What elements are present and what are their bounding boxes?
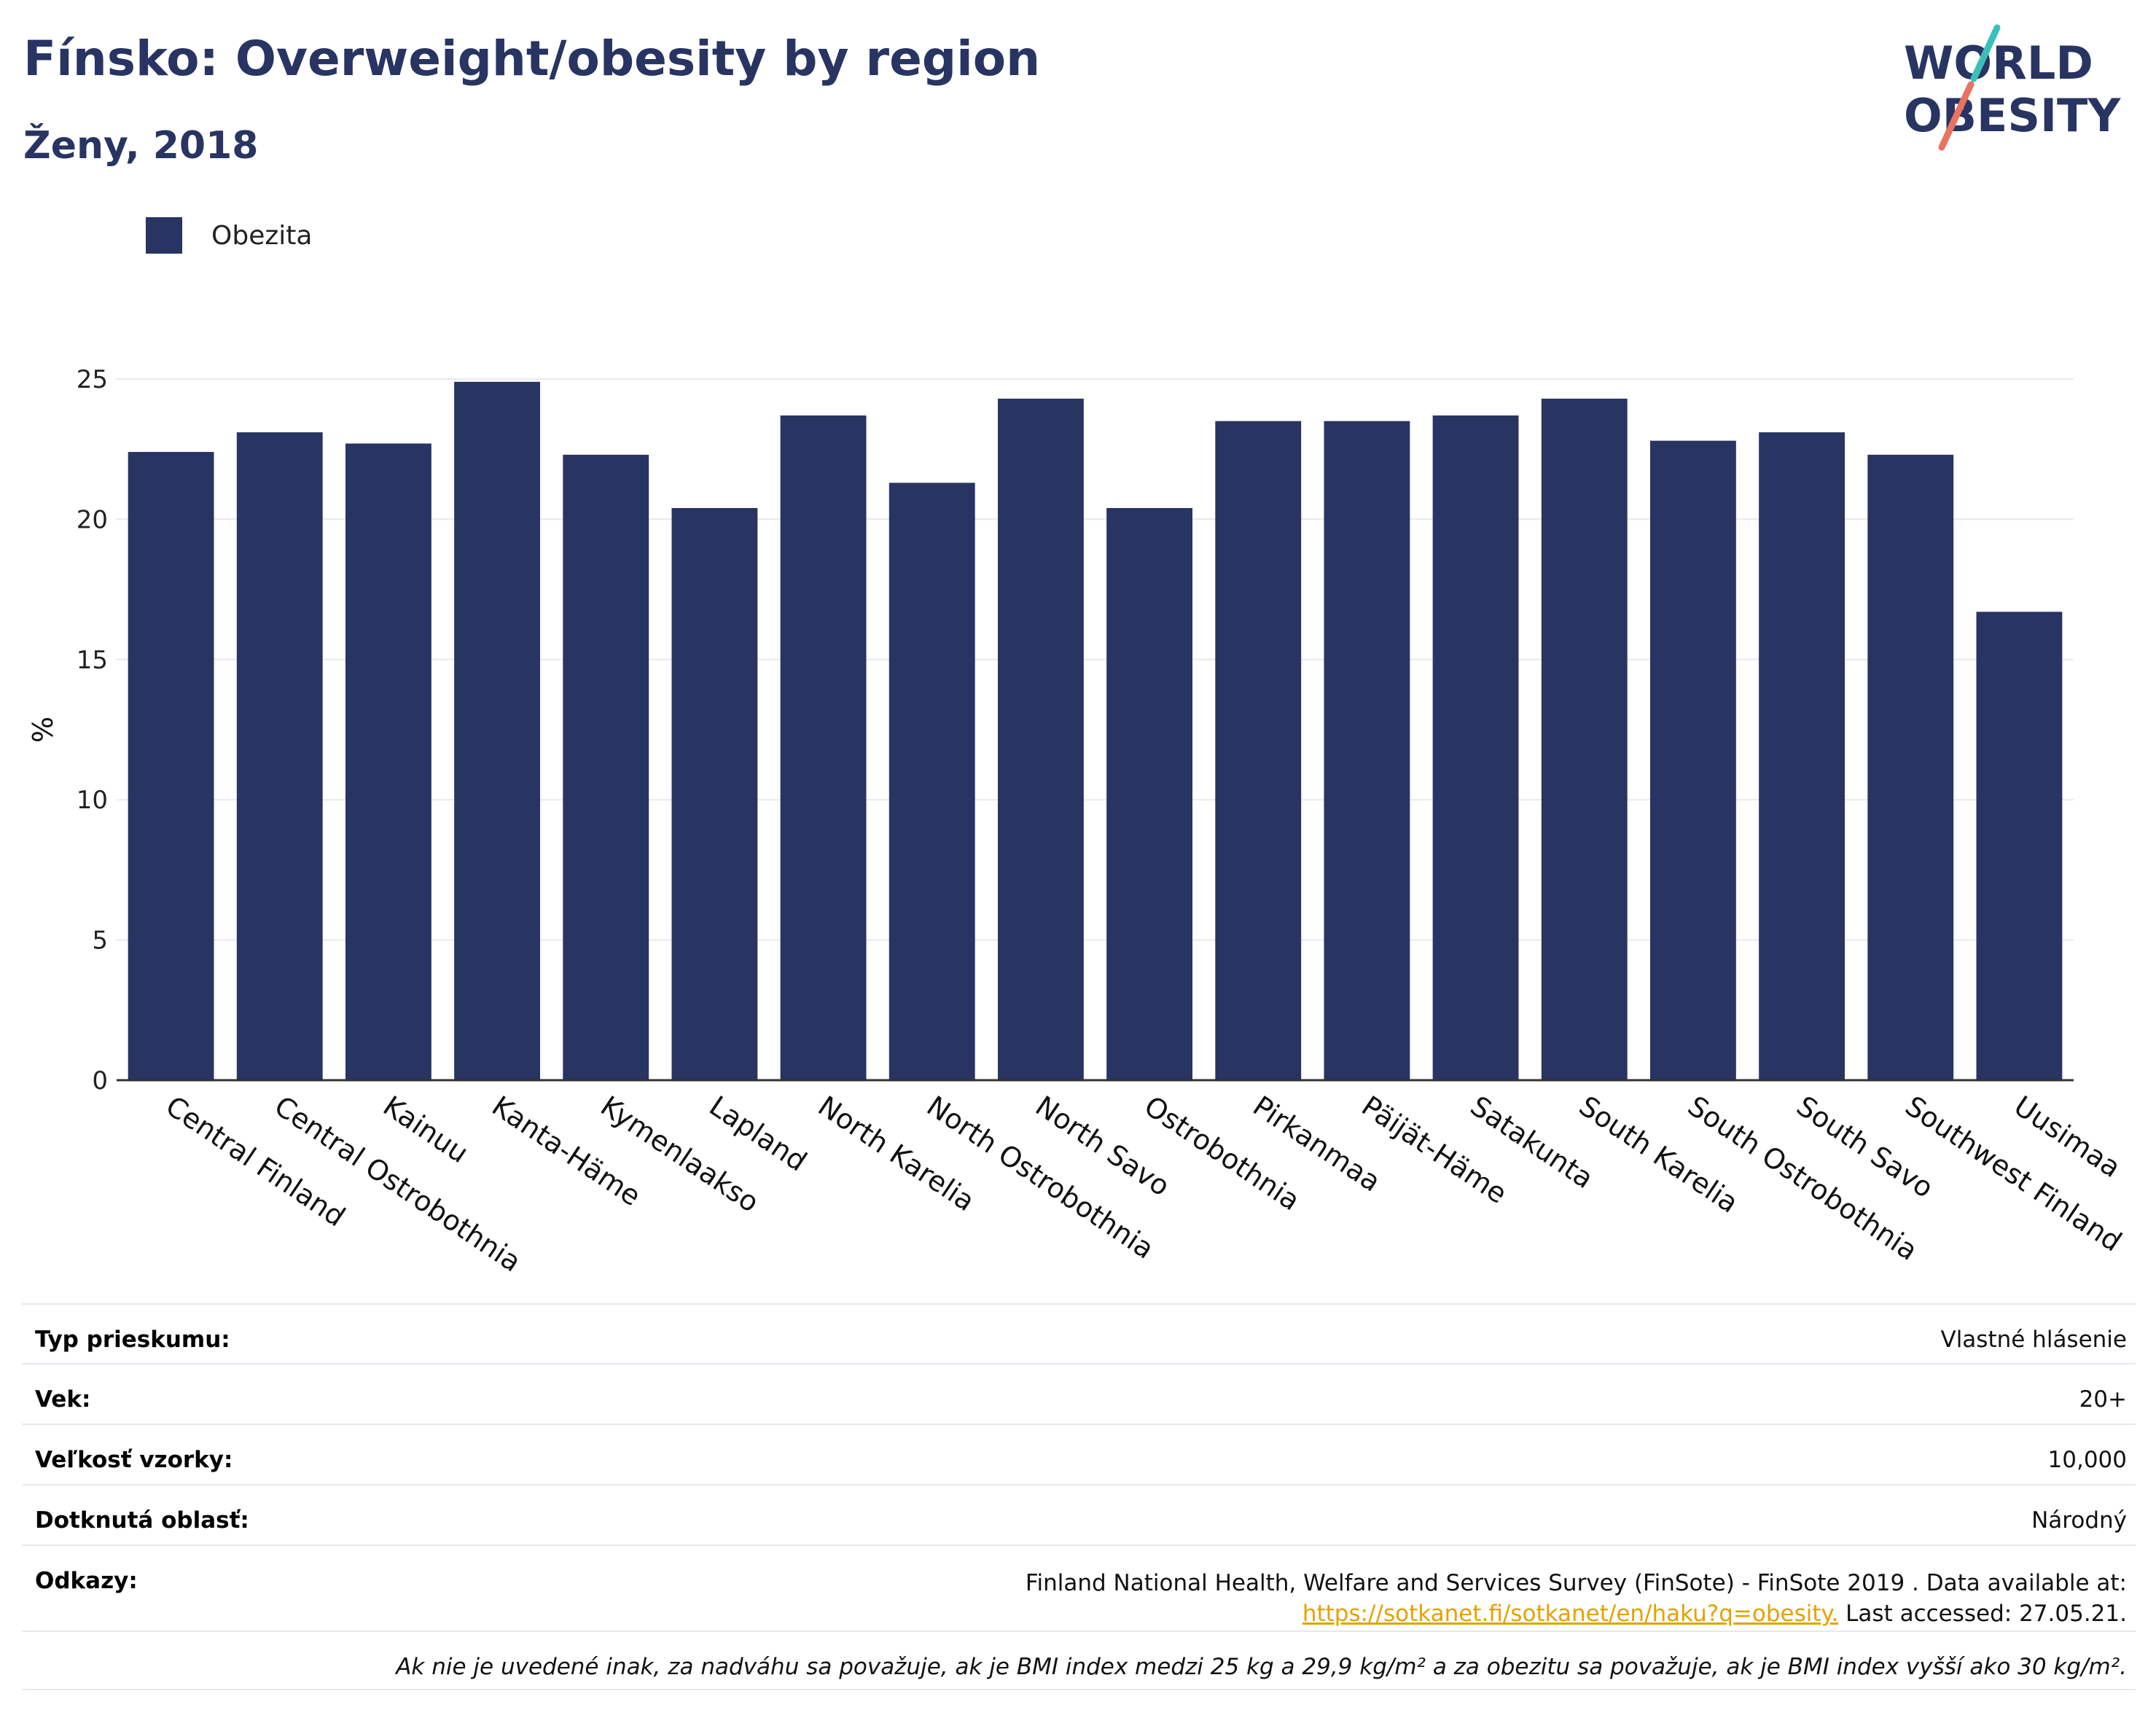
bar bbox=[1215, 421, 1302, 1080]
bar bbox=[1324, 421, 1410, 1080]
age-label: Vek: bbox=[35, 1386, 91, 1413]
x-tick-label: Kainuu bbox=[378, 1090, 474, 1169]
legend-swatch bbox=[146, 217, 182, 254]
slash-logo-icon-lower bbox=[1938, 81, 1975, 151]
area-label: Dotknutá oblasť: bbox=[35, 1507, 249, 1534]
bar bbox=[1976, 612, 2063, 1080]
y-tick-label: 5 bbox=[92, 926, 108, 956]
bar bbox=[671, 508, 758, 1080]
bar bbox=[1106, 508, 1193, 1080]
bar bbox=[128, 452, 214, 1080]
legend-label: Obezita bbox=[211, 220, 313, 251]
info-row-sample-size: Veľkosť vzorky: 10,000 bbox=[22, 1423, 2136, 1484]
page-title: Fínsko: Overweight/obesity by region bbox=[23, 31, 1041, 87]
world-obesity-logo: WORLD OBESITY bbox=[1904, 24, 2121, 151]
bar bbox=[1759, 432, 1846, 1080]
age-value: 20+ bbox=[2079, 1386, 2127, 1413]
references-accessed: Last accessed: 27.05.21. bbox=[1838, 1601, 2127, 1627]
y-tick-label: 0 bbox=[92, 1066, 108, 1096]
logo-line2: OBESITY bbox=[1904, 89, 2121, 142]
bmi-footnote: Ak nie je uvedené inak, za nadváhu sa po… bbox=[396, 1654, 2127, 1680]
bar bbox=[1867, 454, 1954, 1080]
info-table: Typ prieskumu: Vlastné hlásenie Vek: 20+… bbox=[22, 1303, 2136, 1690]
x-tick-label: Central Finland bbox=[160, 1090, 351, 1233]
y-axis-title: % bbox=[27, 716, 59, 743]
y-tick-label: 15 bbox=[77, 646, 108, 675]
bar bbox=[888, 483, 975, 1080]
bar bbox=[563, 454, 649, 1080]
sample-size-label: Veľkosť vzorky: bbox=[35, 1447, 233, 1473]
page-subtitle: Ženy, 2018 bbox=[23, 124, 259, 168]
bar bbox=[1649, 440, 1736, 1080]
bar bbox=[345, 443, 431, 1080]
info-row-area: Dotknutá oblasť: Národný bbox=[22, 1484, 2136, 1544]
slash-logo-icon bbox=[1970, 24, 2001, 82]
survey-type-label: Typ prieskumu: bbox=[35, 1327, 230, 1353]
bar bbox=[454, 381, 541, 1080]
bar bbox=[997, 398, 1084, 1080]
survey-type-value: Vlastné hlásenie bbox=[1940, 1327, 2127, 1353]
logo-line1: WORLD bbox=[1904, 36, 2093, 90]
sample-size-value: 10,000 bbox=[2047, 1447, 2127, 1473]
area-value: Národný bbox=[2031, 1507, 2127, 1534]
references-label: Odkazy: bbox=[35, 1568, 138, 1594]
legend: Obezita bbox=[146, 217, 312, 254]
bar bbox=[1541, 398, 1628, 1080]
references-link[interactable]: https://sotkanet.fi/sotkanet/en/haku?q=o… bbox=[1302, 1601, 1839, 1627]
info-row-survey-type: Typ prieskumu: Vlastné hlásenie bbox=[22, 1303, 2136, 1363]
references-value: Finland National Health, Welfare and Ser… bbox=[1026, 1568, 2127, 1629]
bar bbox=[236, 432, 323, 1080]
info-row-references: Odkazy: Finland National Health, Welfare… bbox=[22, 1544, 2136, 1630]
bar bbox=[1432, 415, 1519, 1080]
y-tick-label: 20 bbox=[77, 505, 108, 534]
info-row-footnote: Ak nie je uvedené inak, za nadváhu sa po… bbox=[22, 1630, 2136, 1690]
bar bbox=[780, 415, 867, 1080]
references-text: Finland National Health, Welfare and Ser… bbox=[1025, 1570, 2127, 1596]
info-row-age: Vek: 20+ bbox=[22, 1363, 2136, 1423]
y-tick-label: 10 bbox=[77, 786, 108, 815]
y-tick-label: 25 bbox=[77, 365, 108, 394]
